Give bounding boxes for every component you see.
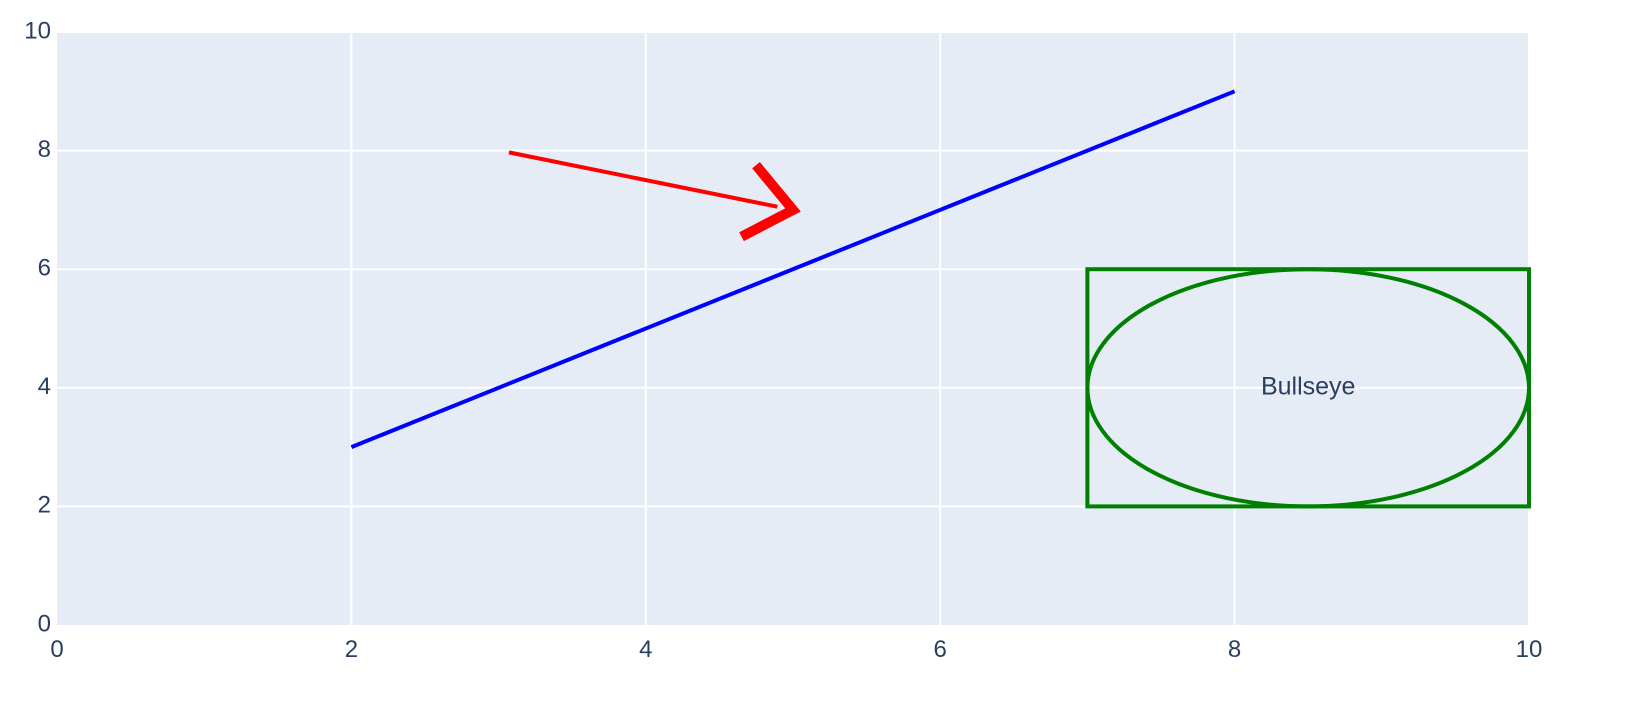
y-tick-label: 0	[38, 610, 51, 637]
y-axis-tick-labels: 0 2 4 6 8 10	[24, 17, 51, 637]
plot-background	[57, 32, 1529, 625]
y-tick-label: 6	[38, 255, 51, 282]
series-line-line	[350, 89, 1236, 449]
arrow-shape	[508, 150, 801, 242]
ellipse-shape	[1085, 267, 1531, 509]
series-layer	[350, 89, 1236, 449]
arrow-shaft	[508, 150, 778, 209]
y-tick-label: 8	[38, 136, 51, 163]
x-axis-tick-labels: 0 2 4 6 8 10	[50, 636, 1542, 663]
x-tick-label: 10	[1516, 636, 1543, 663]
arrow-head	[739, 162, 801, 242]
x-tick-label: 6	[934, 636, 947, 663]
x-tick-label: 2	[345, 636, 358, 663]
y-tick-label: 10	[24, 17, 51, 44]
y-tick-label: 4	[38, 373, 51, 400]
annotation-layer: Bullseye	[1261, 372, 1356, 400]
x-tick-label: 0	[50, 636, 63, 663]
shape-layer	[508, 150, 1532, 509]
y-tick-label: 2	[38, 492, 51, 519]
annotation-label: Bullseye	[1261, 372, 1356, 400]
x-tick-label: 8	[1228, 636, 1241, 663]
x-tick-label: 4	[639, 636, 652, 663]
